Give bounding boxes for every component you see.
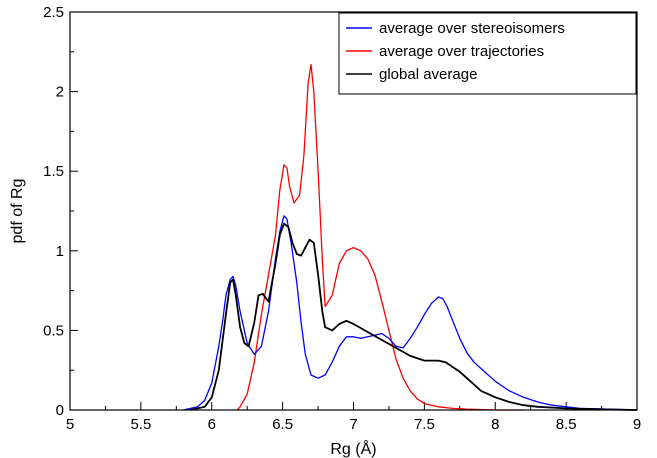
x-tick-label: 5 (66, 416, 74, 433)
legend-box (338, 12, 637, 95)
legend-label-2: average over trajectories (379, 43, 544, 60)
x-tick-label: 9 (633, 416, 641, 433)
legend: average over stereoisomers average over t… (338, 12, 637, 95)
y-axis-title: pdf of Rg (9, 179, 26, 244)
x-tick-label: 7.5 (414, 416, 435, 433)
y-tick-label: 2 (56, 84, 64, 101)
y-tick-label: 0.5 (43, 322, 64, 339)
y-tick-label: 0 (56, 402, 64, 419)
legend-label-3: global average (379, 66, 477, 83)
x-tick-label: 7 (349, 416, 357, 433)
x-tick-label: 8 (491, 416, 499, 433)
x-axis-ticks: 5 5.5 6 6.5 7 7.5 8 8.5 9 (66, 402, 641, 433)
legend-label-1: average over stereoisomers (379, 20, 565, 37)
y-tick-label: 1 (56, 243, 64, 260)
x-tick-label: 6 (208, 416, 216, 433)
series-lines (183, 63, 638, 411)
series-line-3 (190, 222, 638, 411)
x-tick-label: 5.5 (130, 416, 151, 433)
y-axis-ticks: 0 0.5 1 1.5 2 2.5 (43, 4, 78, 419)
series-line-2 (236, 63, 524, 411)
x-tick-label: 6.5 (272, 416, 293, 433)
plot-frame (69, 11, 638, 411)
y-tick-label: 1.5 (43, 163, 64, 180)
y-tick-label: 2.5 (43, 4, 64, 21)
x-tick-label: 8.5 (556, 416, 577, 433)
x-axis-title: Rg (Å) (330, 439, 376, 458)
series-line-1 (183, 215, 638, 411)
